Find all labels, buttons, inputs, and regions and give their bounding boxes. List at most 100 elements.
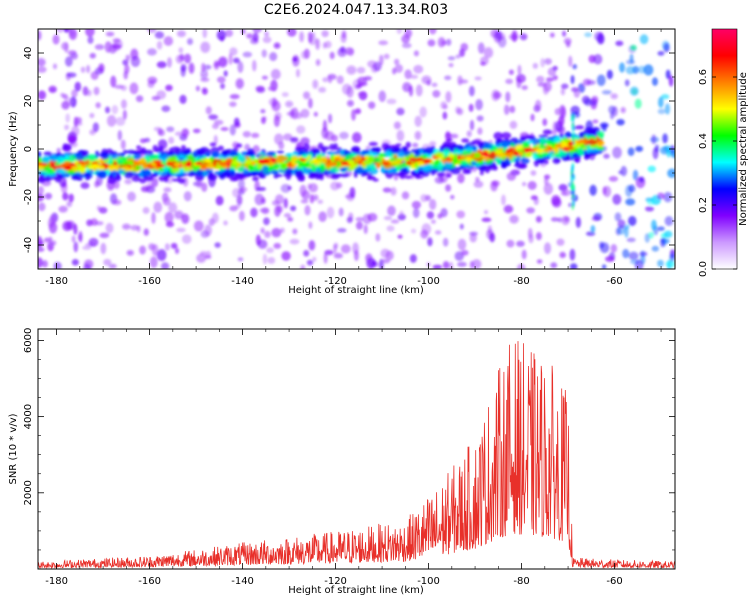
- heatmap-cell: [270, 157, 277, 163]
- heatmap-cell: [229, 101, 237, 107]
- heatmap-cell: [393, 121, 401, 130]
- heatmap-cell: [229, 94, 240, 100]
- heatmap-cell: [244, 143, 251, 151]
- heatmap-x-tick-label: -60: [606, 276, 622, 287]
- heatmap-cell: [399, 173, 406, 179]
- heatmap-cell: [204, 224, 212, 236]
- heatmap-cell: [235, 78, 244, 89]
- heatmap-cell: [386, 225, 395, 232]
- heatmap-cell: [38, 30, 42, 41]
- heatmap-cell: [357, 91, 367, 97]
- heatmap-cell: [280, 163, 288, 170]
- heatmap-cell: [516, 77, 522, 89]
- heatmap-cell: [179, 53, 185, 61]
- heatmap-cell: [561, 189, 572, 197]
- snr-x-axis-label: Height of straight line (km): [288, 585, 424, 596]
- heatmap-cell: [186, 38, 194, 46]
- heatmap-cell: [656, 192, 665, 200]
- heatmap-cell: [146, 164, 155, 169]
- heatmap-cell: [461, 138, 470, 143]
- heatmap-cell: [614, 212, 622, 222]
- heatmap-cell: [468, 103, 474, 112]
- heatmap-cell: [608, 105, 616, 114]
- heatmap-cell: [130, 56, 141, 68]
- heatmap-cell: [318, 211, 327, 223]
- heatmap-cell: [82, 245, 92, 250]
- heatmap-cell: [588, 148, 599, 153]
- heatmap-cell: [531, 138, 540, 145]
- heatmap-cell: [599, 122, 609, 129]
- heatmap-cell: [125, 54, 131, 62]
- heatmap-cell: [126, 249, 134, 256]
- colorbar: 0.0 0.2 0.4 0.6 Normalized spectral amplitu…: [698, 28, 749, 277]
- heatmap-cell: [107, 165, 117, 170]
- heatmap-cell: [505, 78, 514, 85]
- heatmap-cell: [666, 259, 672, 269]
- heatmap-cell: [624, 79, 630, 87]
- heatmap-cell: [397, 153, 405, 159]
- heatmap-cell: [363, 224, 368, 235]
- heatmap-cell: [494, 30, 503, 41]
- heatmap-cell: [339, 168, 346, 172]
- heatmap-cell: [87, 36, 94, 44]
- heatmap-cell: [221, 164, 228, 169]
- heatmap-cell: [663, 230, 673, 238]
- heatmap-cell: [95, 102, 101, 109]
- heatmap-cell: [669, 253, 675, 262]
- heatmap-cell: [571, 204, 574, 211]
- heatmap-cell: [52, 63, 58, 70]
- heatmap-cell: [122, 160, 129, 166]
- heatmap-cell: [144, 137, 151, 143]
- heatmap-cell: [281, 92, 289, 98]
- heatmap-cell: [161, 154, 170, 159]
- heatmap-x-axis-label: Height of straight line (km): [288, 285, 424, 296]
- heatmap-cell: [483, 143, 493, 150]
- heatmap-cell: [62, 192, 69, 201]
- heatmap-cell: [109, 150, 118, 157]
- heatmap-cell: [493, 165, 498, 171]
- heatmap-cell: [354, 166, 365, 174]
- heatmap-cell: [615, 40, 624, 47]
- heatmap-cell: [535, 232, 542, 241]
- heatmap-cell: [260, 227, 265, 234]
- heatmap-cell: [643, 64, 654, 76]
- heatmap-cell: [415, 84, 423, 97]
- heatmap-cells: [38, 29, 675, 269]
- heatmap-cell: [188, 62, 195, 74]
- heatmap-cell: [115, 116, 126, 126]
- heatmap-cell: [572, 184, 575, 191]
- heatmap-cell: [340, 161, 349, 166]
- heatmap-cell: [530, 170, 537, 176]
- heatmap-cell: [453, 150, 464, 154]
- heatmap-cell: [64, 56, 73, 67]
- heatmap-cell: [526, 140, 534, 144]
- heatmap-cell: [354, 154, 362, 163]
- heatmap-y-tick-label: -20: [23, 189, 34, 205]
- heatmap-cell: [430, 169, 436, 176]
- snr-y-axis-label: SNR (10 * v/v): [8, 413, 19, 484]
- heatmap-cell: [237, 61, 244, 73]
- heatmap-cell: [127, 160, 134, 166]
- heatmap-cell: [404, 29, 413, 38]
- heatmap-cell: [174, 210, 184, 220]
- heatmap-cell: [475, 176, 480, 183]
- heatmap-cell: [562, 143, 569, 148]
- heatmap-cell: [56, 156, 65, 164]
- heatmap-cell: [507, 152, 515, 157]
- heatmap-cell: [212, 152, 218, 158]
- heatmap-cell: [668, 75, 674, 87]
- heatmap-cell: [211, 212, 219, 224]
- heatmap-cell: [151, 244, 159, 256]
- heatmap-panel: -180 -160 -140 -120 -100 -80 -60 -40 -20 0 20 40 H…: [8, 28, 676, 296]
- heatmap-cell: [571, 172, 574, 179]
- heatmap-cell: [554, 144, 562, 148]
- heatmap-cell: [229, 124, 236, 136]
- heatmap-cell: [617, 219, 626, 229]
- heatmap-cell: [264, 31, 269, 37]
- heatmap-cell: [180, 145, 186, 150]
- heatmap-cell: [166, 126, 175, 133]
- snr-x-tick-label: -80: [513, 576, 529, 587]
- heatmap-cell: [333, 252, 343, 259]
- heatmap-cell: [415, 174, 421, 179]
- heatmap-cell: [287, 217, 294, 222]
